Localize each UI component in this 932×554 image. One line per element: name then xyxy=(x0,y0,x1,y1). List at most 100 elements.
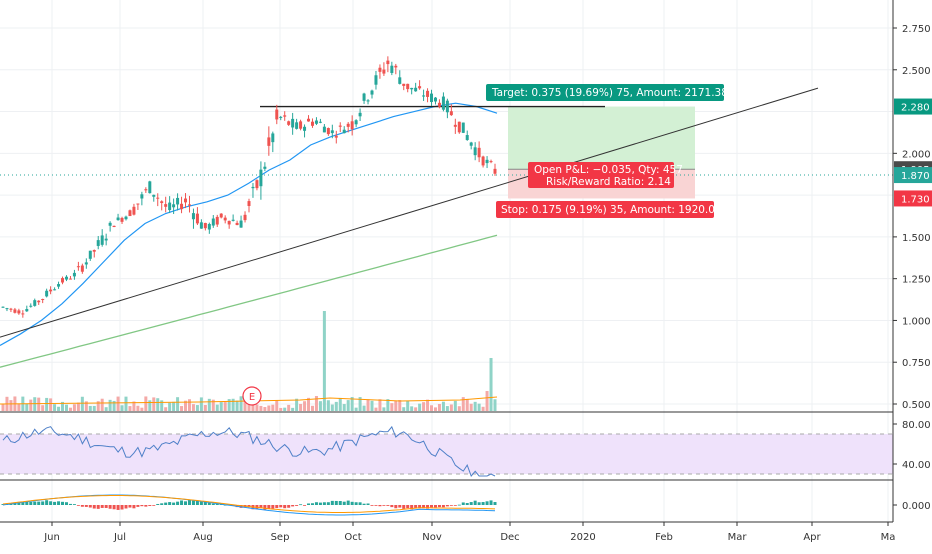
volume-bar xyxy=(378,399,382,411)
volume-bar xyxy=(176,397,180,411)
macd-histogram-bar xyxy=(33,501,37,505)
candle-body xyxy=(259,169,263,187)
candle-body xyxy=(386,60,390,65)
volume-bar xyxy=(140,407,144,411)
macd-histogram-bar xyxy=(140,505,144,507)
volume-bar xyxy=(108,399,112,411)
volume-bar xyxy=(358,397,362,411)
volume-bar xyxy=(346,400,350,411)
candle-body xyxy=(231,219,235,221)
volume-bar xyxy=(406,400,410,411)
candle-body xyxy=(295,122,299,129)
candle-body xyxy=(410,87,414,90)
volume-bar xyxy=(418,403,422,411)
volume-bar xyxy=(374,407,378,411)
volume-bar xyxy=(9,400,13,411)
volume-bar xyxy=(390,403,394,411)
candle-body xyxy=(219,213,223,218)
volume-bar xyxy=(124,396,128,411)
macd-histogram-bar xyxy=(469,502,473,505)
volume-bar xyxy=(370,400,374,411)
macd-histogram-bar xyxy=(310,503,314,505)
candle-body xyxy=(247,201,251,206)
volume-bar xyxy=(271,404,275,411)
volume-bar xyxy=(299,403,303,411)
macd-histogram-bar xyxy=(287,505,291,508)
candle-body xyxy=(318,121,322,123)
candle-body xyxy=(326,128,330,135)
stop-label: Stop: 0.175 (9.19%) 35, Amount: 1920.03 xyxy=(501,204,722,216)
macd-histogram-bar xyxy=(374,505,378,506)
candle-body xyxy=(33,300,37,306)
candle-body xyxy=(481,156,485,166)
candle-body xyxy=(314,120,318,124)
candle-body xyxy=(184,198,188,203)
pnl-label: Open P&L: −0.035, Qty: 457 xyxy=(534,164,683,176)
macd-histogram-bar xyxy=(338,501,342,505)
candle-body xyxy=(433,97,437,102)
volume-bar xyxy=(152,397,156,411)
candle-body xyxy=(350,121,354,130)
candle-body xyxy=(49,289,53,292)
macd-histogram-bar xyxy=(430,505,434,508)
candle-body xyxy=(255,180,259,189)
volume-bar xyxy=(104,407,108,411)
macd-histogram-bar xyxy=(21,502,25,505)
macd-histogram-bar xyxy=(172,502,176,505)
volume-bar xyxy=(41,405,45,411)
candle-body xyxy=(64,276,68,280)
volume-bar xyxy=(168,402,172,411)
macd-histogram-bar xyxy=(303,505,307,506)
volume-bar xyxy=(263,407,267,411)
candle-body xyxy=(267,137,271,146)
macd-histogram-bar xyxy=(124,505,128,509)
time-tick-label: Oct xyxy=(344,532,361,543)
stop-label-group: Stop: 0.175 (9.19%) 35, Amount: 1920.03 xyxy=(496,201,722,218)
candle-body xyxy=(243,214,247,221)
volume-bar xyxy=(461,397,465,411)
volume-bar xyxy=(88,405,92,411)
macd-histogram-bar xyxy=(84,505,88,507)
candle-body xyxy=(430,93,434,103)
macd-histogram-bar xyxy=(402,505,406,509)
volume-bar xyxy=(112,400,116,411)
volume-bar xyxy=(457,406,461,411)
macd-histogram-bar xyxy=(481,502,485,505)
candle-body xyxy=(330,130,334,134)
volume-bar xyxy=(259,405,263,411)
volume-bar xyxy=(326,400,330,411)
price-marker-label: 1.870 xyxy=(901,171,930,182)
volume-bar xyxy=(433,407,437,411)
time-tick-label: Ma xyxy=(881,532,896,543)
candle-body xyxy=(53,289,57,291)
volume-bar xyxy=(191,404,195,411)
macd-histogram-bar xyxy=(259,505,263,509)
volume-bar xyxy=(128,406,132,411)
time-tick-label: Mar xyxy=(728,532,748,543)
macd-histogram-bar xyxy=(489,500,493,505)
candle-body xyxy=(378,67,382,72)
candle-body xyxy=(287,121,291,125)
time-tick-label: Nov xyxy=(422,532,442,543)
candle-body xyxy=(310,121,314,126)
volume-bar xyxy=(187,399,191,411)
volume-bar xyxy=(219,402,223,411)
macd-histogram-bar xyxy=(291,505,295,507)
candle-body xyxy=(191,213,195,220)
macd-histogram-bar xyxy=(120,505,124,510)
candle-body xyxy=(394,65,398,68)
price-tick-label: 0.750 xyxy=(902,358,931,369)
volume-bar xyxy=(132,401,136,411)
macd-histogram-bar xyxy=(441,505,445,508)
macd-tick-label: 0.000 xyxy=(902,501,931,512)
candle-body xyxy=(437,102,441,107)
macd-histogram-bar xyxy=(49,501,53,505)
candle-body xyxy=(449,111,453,116)
macd-histogram-bar xyxy=(164,502,168,505)
volume-bar xyxy=(342,404,346,411)
macd-histogram-bar xyxy=(322,502,326,505)
target-zone xyxy=(508,106,695,170)
